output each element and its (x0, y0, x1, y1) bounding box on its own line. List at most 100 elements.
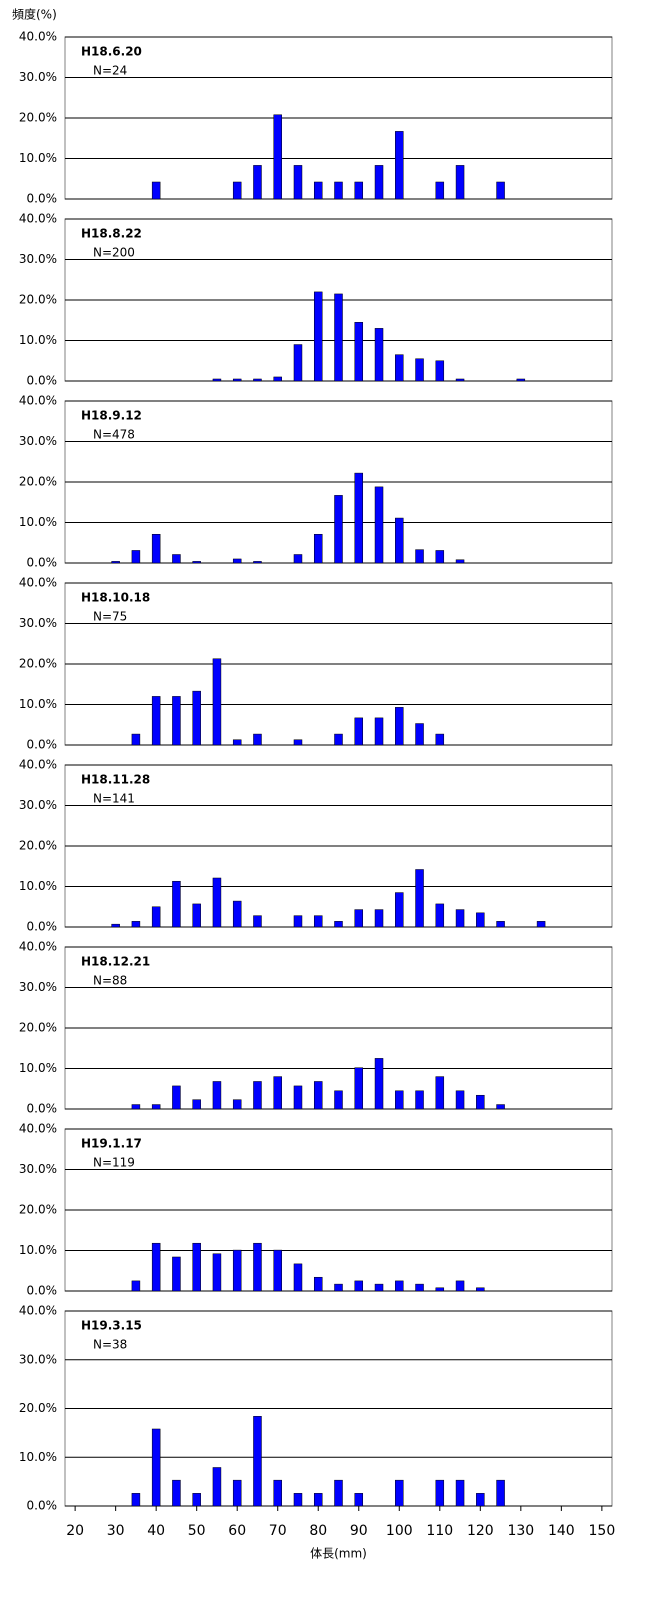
y-tick-label: 40.0% (19, 1122, 57, 1136)
bar (334, 1283, 343, 1292)
bar (415, 723, 424, 746)
bar (293, 1085, 303, 1110)
bar (435, 360, 445, 382)
y-tick-label: 10.0% (19, 515, 57, 529)
y-tick-label: 0.0% (27, 920, 58, 934)
bar (374, 1283, 384, 1292)
y-tick-label: 30.0% (19, 434, 57, 448)
panel: 0.0% 10.0% 20.0% 30.0% 40.0% H18.11.28 N=141 (19, 758, 613, 934)
bar (354, 909, 364, 928)
y-tick-label: 20.0% (19, 657, 57, 671)
x-tick-label: 140 (548, 1523, 575, 1539)
y-tick-label: 30.0% (19, 980, 57, 994)
y-tick-label: 20.0% (19, 293, 57, 307)
y-tick-label: 40.0% (19, 940, 57, 954)
bar (354, 472, 364, 564)
bar (293, 1493, 303, 1507)
y-tick-label: 20.0% (19, 1021, 57, 1035)
bar (496, 1479, 505, 1507)
bar (151, 1428, 161, 1507)
panel: 0.0% 10.0% 20.0% 30.0% 40.0% H18.12.21 N=88 (19, 940, 613, 1116)
bar (253, 915, 262, 928)
bar (212, 877, 222, 928)
bar (455, 1090, 465, 1110)
bar (273, 376, 282, 382)
y-tick-label: 40.0% (19, 758, 57, 772)
panel: 0.0% 10.0% 20.0% 30.0% 40.0% H18.10.18 N=75 (19, 576, 613, 752)
bar (192, 1493, 201, 1507)
bar (313, 1493, 323, 1507)
bar (253, 378, 262, 382)
y-tick-label: 0.0% (27, 738, 58, 752)
bar (192, 690, 201, 746)
y-tick-label: 40.0% (19, 1304, 57, 1318)
x-tick-label: 20 (66, 1523, 84, 1539)
bar (131, 1493, 141, 1507)
bar (313, 915, 323, 928)
bar (415, 869, 424, 928)
x-tick-label: 40 (147, 1523, 165, 1539)
y-tick-label: 10.0% (19, 151, 57, 165)
bar (435, 1287, 445, 1292)
bar (293, 1263, 303, 1292)
bar (435, 733, 445, 746)
panel-subtitle: N=88 (93, 974, 127, 988)
bar (232, 558, 242, 564)
bar (253, 1416, 262, 1507)
panel: 0.0% 10.0% 20.0% 30.0% 40.0% H18.9.12 N=478 (19, 394, 613, 570)
bar (395, 892, 404, 928)
bar (415, 549, 424, 564)
bar (131, 921, 141, 928)
bar (354, 1067, 364, 1110)
y-axis-title: 頻度(%) (12, 7, 57, 22)
y-tick-label: 40.0% (19, 576, 57, 590)
bar (131, 733, 141, 746)
bar (435, 550, 445, 564)
panel-subtitle: N=141 (93, 792, 135, 806)
bar (496, 1104, 505, 1110)
bar (435, 1479, 445, 1507)
bar (496, 181, 505, 200)
bar (232, 739, 242, 746)
bar (455, 165, 465, 200)
bar (192, 1242, 201, 1292)
bar (313, 1081, 323, 1110)
panel-subtitle: N=119 (93, 1156, 135, 1170)
x-tick-label: 30 (107, 1523, 125, 1539)
panel-subtitle: N=200 (93, 246, 135, 260)
bar (476, 912, 485, 928)
panel-title: H19.1.17 (81, 1137, 142, 1151)
bar (313, 181, 323, 200)
y-tick-label: 10.0% (19, 697, 57, 711)
bar (374, 909, 384, 928)
bar (273, 1076, 282, 1110)
panel-title: H19.3.15 (81, 1319, 142, 1333)
bar (334, 1090, 343, 1110)
bar (273, 1479, 282, 1507)
x-tick-label: 130 (507, 1523, 534, 1539)
bar (192, 1099, 201, 1110)
bar (415, 1090, 424, 1110)
y-tick-label: 30.0% (19, 616, 57, 630)
panel-title: H18.12.21 (81, 955, 150, 969)
panel-subtitle: N=75 (93, 610, 127, 624)
panel-subtitle: N=478 (93, 428, 135, 442)
bar (374, 717, 384, 746)
bar (232, 1099, 242, 1110)
x-axis-title: 体長(mm) (310, 1547, 367, 1561)
y-tick-label: 30.0% (19, 252, 57, 266)
y-tick-label: 10.0% (19, 1450, 57, 1464)
bar (212, 1253, 222, 1292)
bar (273, 114, 282, 200)
bar (313, 533, 323, 564)
bar (516, 378, 526, 382)
bar (172, 1479, 181, 1507)
panel-subtitle: N=38 (93, 1338, 127, 1352)
bar (172, 1256, 181, 1292)
bar (435, 181, 445, 200)
panel-title: H18.8.22 (81, 227, 142, 241)
y-tick-label: 10.0% (19, 333, 57, 347)
bar (334, 495, 343, 564)
